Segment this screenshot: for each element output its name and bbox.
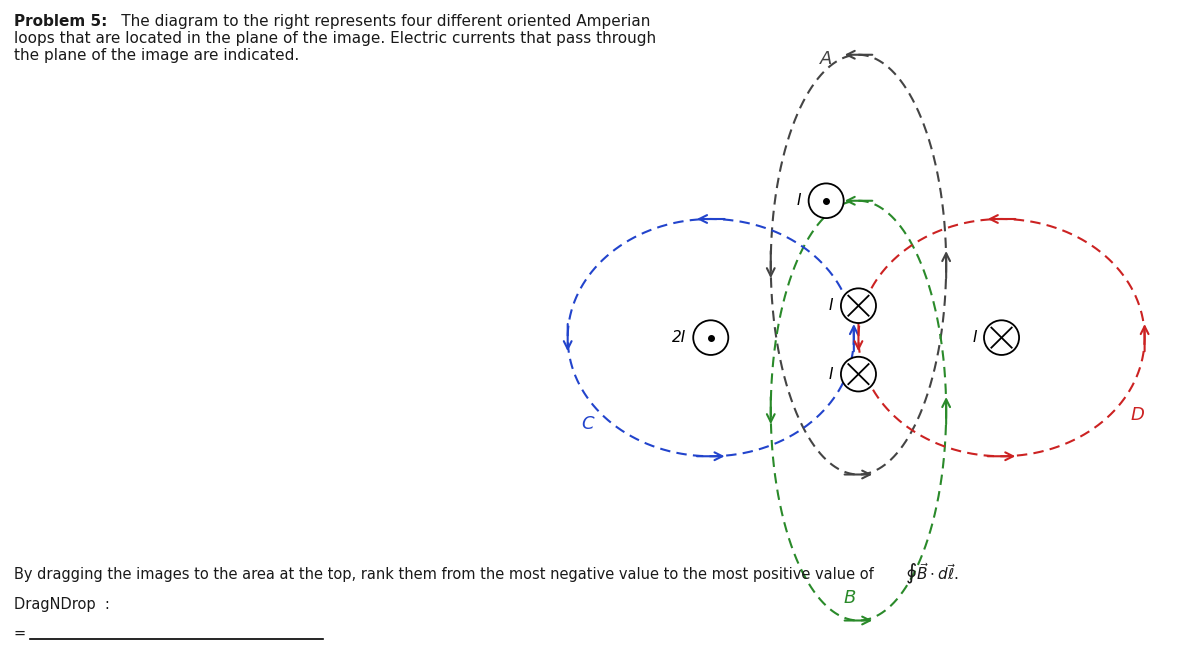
Text: 2I: 2I: [672, 330, 686, 345]
Text: $\oint \vec{B} \cdot d\vec{\ell}$.: $\oint \vec{B} \cdot d\vec{\ell}$.: [905, 562, 959, 587]
Text: B: B: [844, 589, 856, 607]
Text: Problem 5:  The diagram to the right represents four different oriented Amperian: Problem 5: The diagram to the right repr…: [14, 14, 656, 64]
Text: A: A: [820, 51, 833, 68]
Text: I: I: [829, 298, 834, 313]
Text: Problem 5:: Problem 5:: [14, 14, 107, 29]
Circle shape: [984, 321, 1019, 355]
Text: C: C: [582, 415, 594, 434]
Text: =: =: [14, 625, 26, 641]
Circle shape: [841, 288, 876, 323]
Text: I: I: [797, 193, 802, 208]
Circle shape: [841, 357, 876, 392]
Text: The diagram to the right represents four different oriented Amperian
loops that : The diagram to the right represents four…: [14, 14, 656, 64]
Text: By dragging the images to the area at the top, rank them from the most negative : By dragging the images to the area at th…: [14, 568, 878, 582]
Text: D: D: [1130, 406, 1145, 424]
Circle shape: [694, 321, 728, 355]
Text: I: I: [829, 367, 834, 382]
Text: DragNDrop  :: DragNDrop :: [14, 597, 109, 612]
Text: I: I: [972, 330, 977, 345]
Circle shape: [809, 183, 844, 218]
